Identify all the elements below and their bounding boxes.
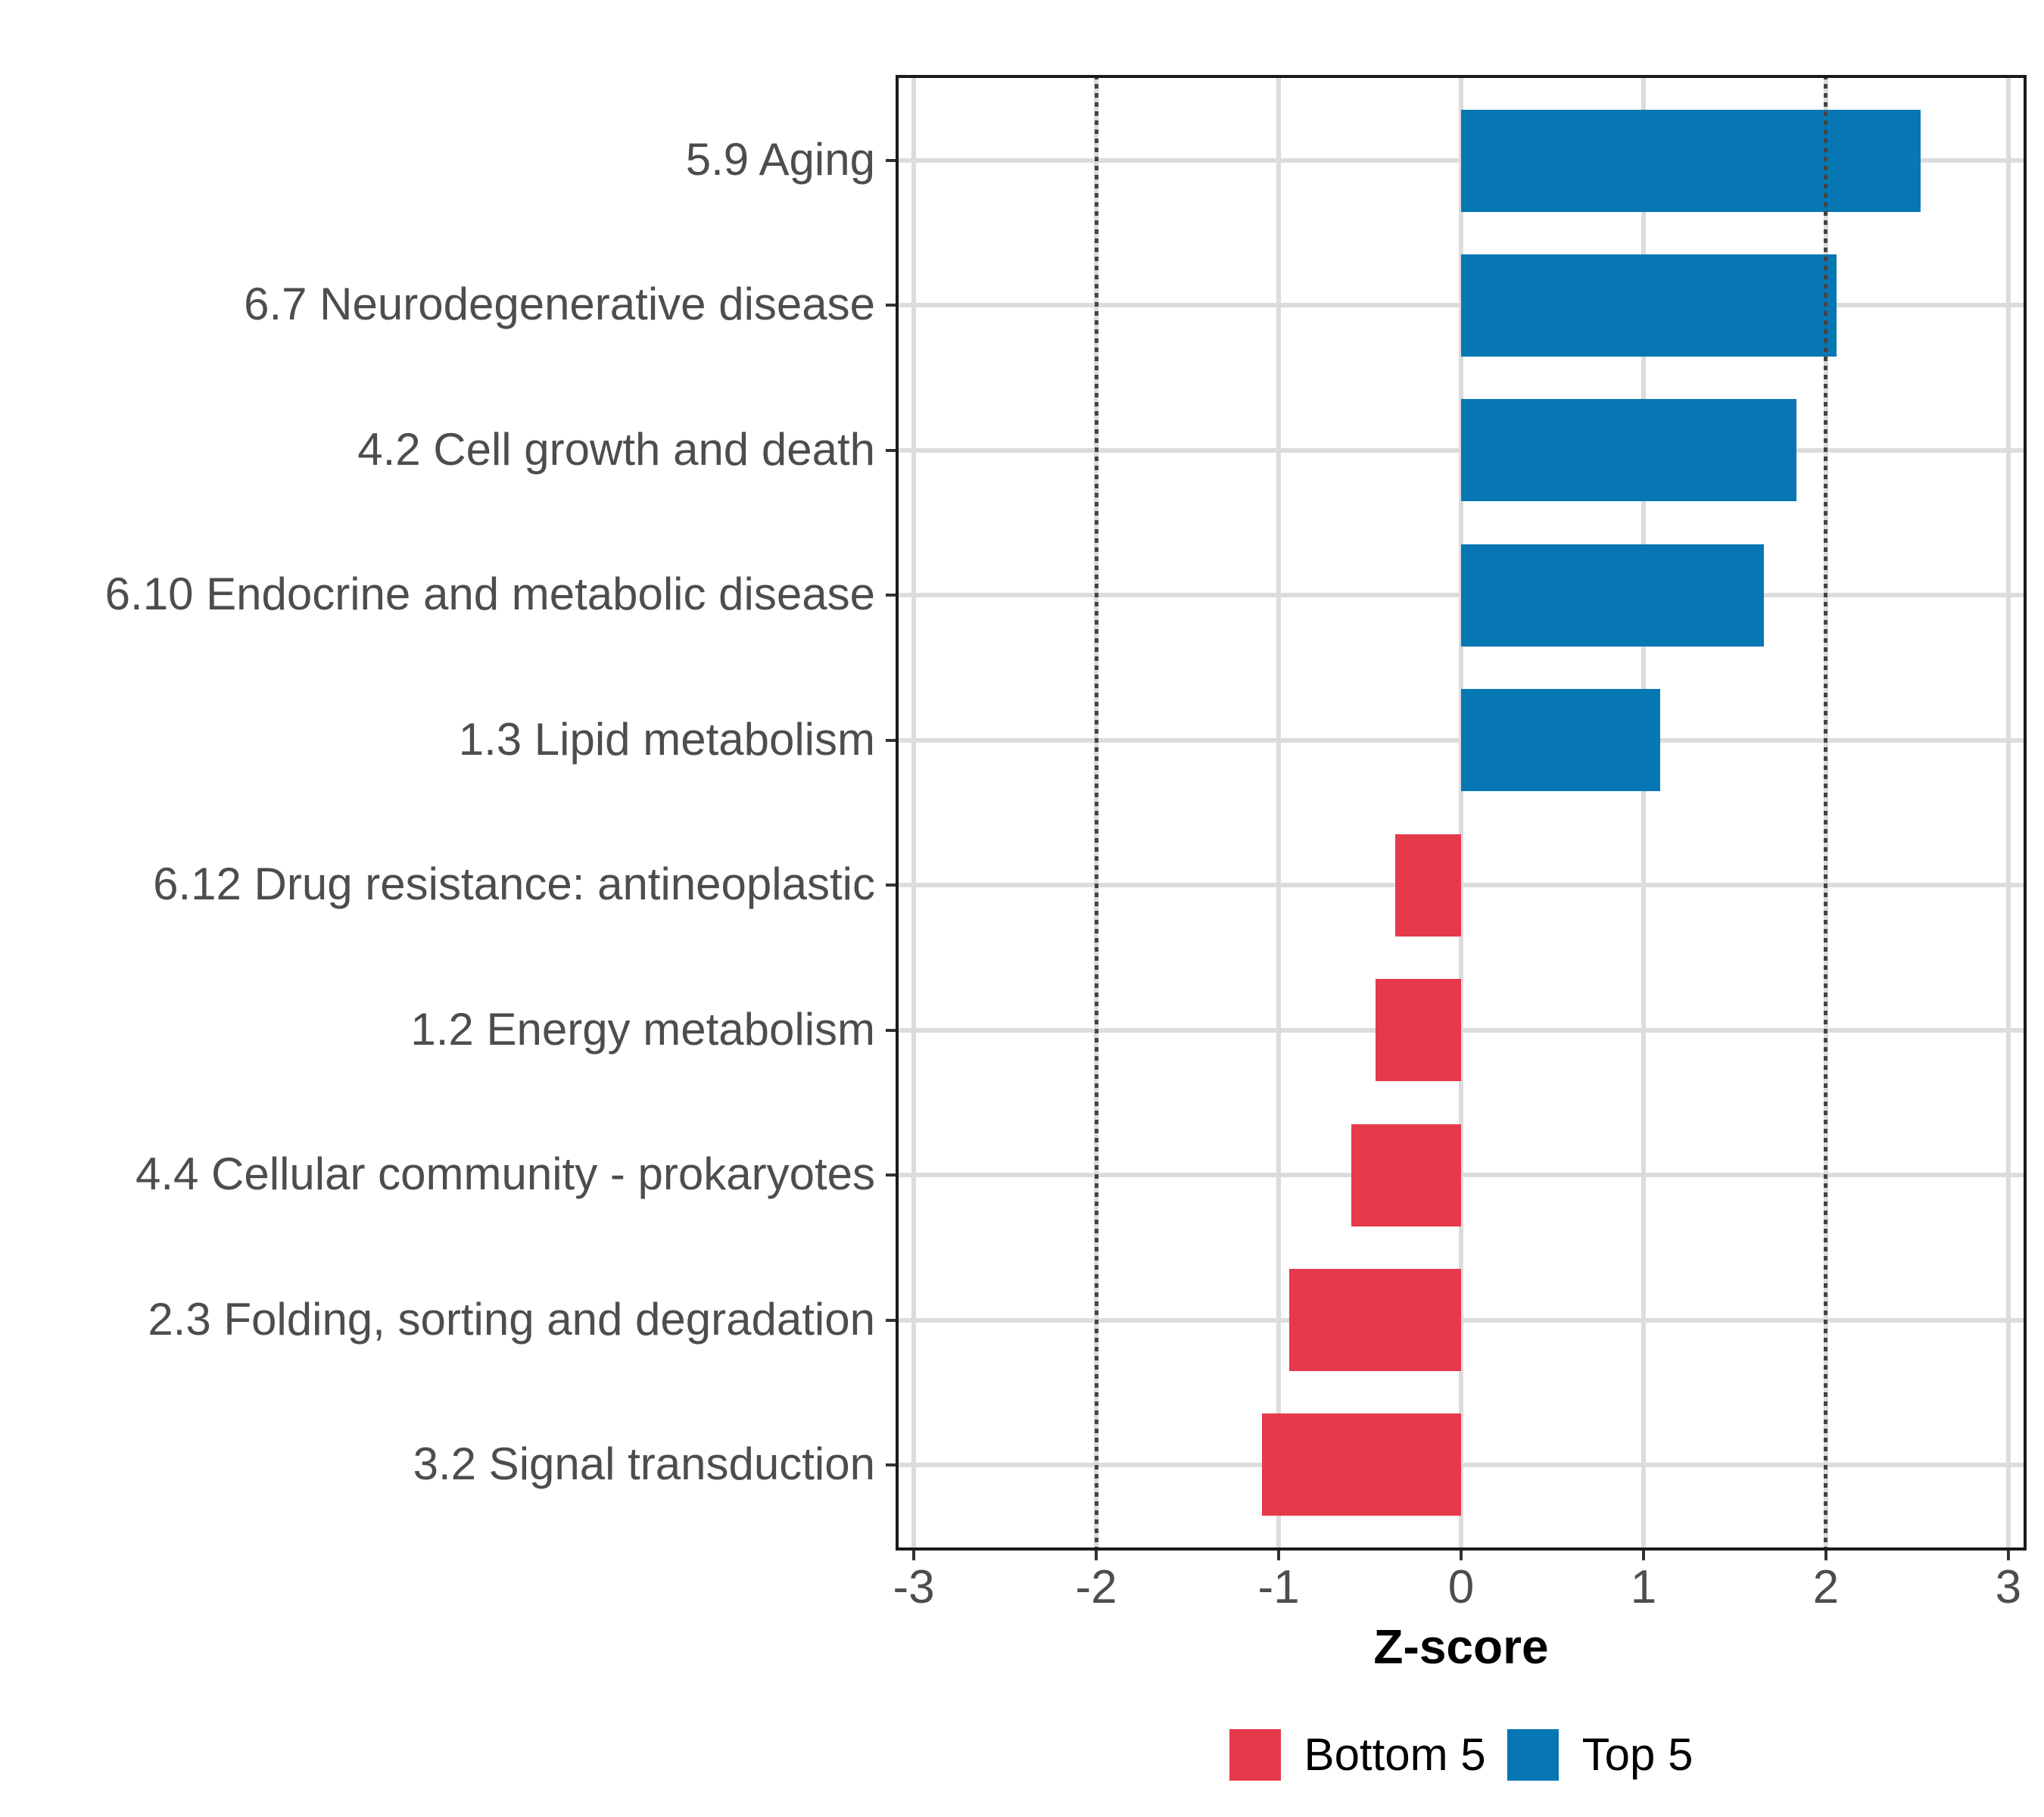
legend-label-top5: Top 5 — [1581, 1729, 1693, 1780]
x-tick-mark — [1095, 1551, 1098, 1560]
y-tick-mark — [886, 1173, 896, 1177]
bar-top5 — [1461, 689, 1660, 792]
y-tick-mark — [886, 448, 896, 452]
legend-item-bottom5: Bottom 5 — [1229, 1729, 1486, 1781]
x-tick-mark — [2006, 1551, 2010, 1560]
bar-bottom5 — [1375, 979, 1461, 1082]
y-category-label: 1.2 Energy metabolism — [410, 1003, 875, 1055]
x-tick-label: 2 — [1812, 1561, 1840, 1613]
bar-top5 — [1461, 109, 1921, 212]
legend-item-top5: Top 5 — [1507, 1729, 1693, 1781]
y-category-label: 6.7 Neurodegenerative disease — [244, 279, 875, 330]
x-gridline — [1640, 75, 1646, 1551]
bar-top5 — [1461, 254, 1837, 357]
reference-line — [1094, 75, 1098, 1551]
y-tick-mark — [886, 1028, 896, 1032]
y-category-label: 3.2 Signal transduction — [413, 1438, 875, 1489]
y-tick-mark — [886, 1463, 896, 1466]
bar-bottom5 — [1289, 1269, 1461, 1372]
x-gridline — [911, 75, 917, 1551]
x-tick-label: 0 — [1447, 1561, 1475, 1613]
y-gridline — [896, 883, 2027, 888]
bar-top5 — [1461, 544, 1764, 647]
y-category-label: 6.12 Drug resistance: antineoplastic — [153, 858, 875, 909]
bar-bottom5 — [1395, 834, 1461, 937]
bar-bottom5 — [1262, 1413, 1461, 1516]
y-tick-mark — [886, 1318, 896, 1322]
x-gridline — [1276, 75, 1282, 1551]
y-category-label: 4.2 Cell growth and death — [357, 423, 875, 475]
y-gridline — [896, 1462, 2027, 1467]
reference-line — [1824, 75, 1828, 1551]
y-tick-mark — [886, 884, 896, 887]
x-gridline — [2005, 75, 2011, 1551]
x-tick-label: 3 — [1995, 1561, 2022, 1613]
x-tick-label: -2 — [1075, 1561, 1117, 1613]
y-category-label: 4.4 Cellular community - prokaryotes — [135, 1148, 875, 1199]
x-tick-mark — [1641, 1551, 1645, 1560]
y-gridline — [896, 1173, 2027, 1178]
legend-swatch-bottom5-icon — [1229, 1729, 1281, 1781]
x-tick-mark — [1824, 1551, 1827, 1560]
x-axis-title: Z-score — [1373, 1619, 1549, 1674]
y-gridline — [896, 1027, 2027, 1033]
y-category-label: 6.10 Endocrine and metabolic disease — [104, 569, 875, 620]
x-tick-mark — [1460, 1551, 1463, 1560]
y-tick-mark — [886, 159, 896, 162]
x-gridline — [1459, 75, 1463, 1551]
x-tick-label: -3 — [893, 1561, 935, 1613]
y-tick-mark — [886, 594, 896, 597]
x-tick-label: 1 — [1630, 1561, 1657, 1613]
x-tick-label: -1 — [1257, 1561, 1300, 1613]
y-category-label: 5.9 Aging — [685, 133, 875, 185]
bar-bottom5 — [1351, 1124, 1461, 1226]
y-category-label: 1.3 Lipid metabolism — [458, 713, 875, 765]
y-category-label: 2.3 Folding, sorting and degradation — [148, 1293, 875, 1345]
legend: Bottom 5 Top 5 — [896, 1729, 2027, 1781]
y-gridline — [896, 1317, 2027, 1323]
legend-label-bottom5: Bottom 5 — [1304, 1729, 1486, 1780]
plot-panel: -3 -2 -1 0 1 2 3 5.9 Aging 6.7 Neurodegenerative… — [105, 75, 2027, 1611]
x-tick-mark — [912, 1551, 916, 1560]
y-tick-mark — [886, 738, 896, 742]
legend-swatch-top5-icon — [1507, 1729, 1559, 1781]
y-tick-mark — [886, 304, 896, 307]
x-tick-mark — [1277, 1551, 1281, 1560]
bar-top5 — [1461, 399, 1797, 502]
